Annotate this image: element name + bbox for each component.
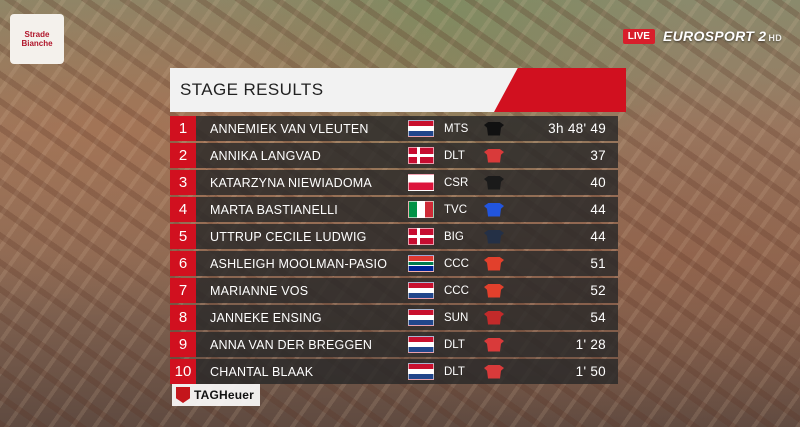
finish-time: 3h 48' 49 (548, 121, 606, 136)
result-row: 7 MARIANNE VOS CCC 52 (170, 278, 618, 303)
race-logo-text: Strade Bianche (21, 30, 53, 48)
panel-header: STAGE RESULTS (170, 68, 626, 112)
rank-badge: 10 (170, 359, 196, 384)
finish-time: 44 (590, 229, 606, 244)
result-row: 5 UTTRUP CECILE LUDWIG BIG 44 (170, 224, 618, 249)
team-jersey-icon (484, 256, 504, 271)
team-code: DLT (444, 338, 465, 351)
team-jersey-icon (484, 202, 504, 217)
rank-badge: 8 (170, 305, 196, 330)
team-code: MTS (444, 122, 469, 135)
country-flag-icon (408, 147, 434, 164)
result-row: 2 ANNIKA LANGVAD DLT 37 (170, 143, 618, 168)
rider-name: KATARZYNA NIEWIADOMA (210, 175, 372, 190)
rider-name: UTTRUP CECILE LUDWIG (210, 229, 367, 244)
country-flag-icon (408, 201, 434, 218)
finish-time: 54 (590, 310, 606, 325)
rank-badge: 1 (170, 116, 196, 141)
sponsor-logo: TAGHeuer (172, 384, 261, 406)
country-flag-icon (408, 255, 434, 272)
channel-hd: HD (768, 33, 782, 43)
result-row: 3 KATARZYNA NIEWIADOMA CSR 40 (170, 170, 618, 195)
finish-time: 52 (590, 283, 606, 298)
channel-logo: EUROSPORT 2 HD (663, 28, 782, 44)
team-code: CCC (444, 284, 469, 297)
rider-name: JANNEKE ENSING (210, 310, 322, 325)
rider-name: ASHLEIGH MOOLMAN-PASIO (210, 256, 388, 271)
finish-time: 44 (590, 202, 606, 217)
team-code: DLT (444, 365, 465, 378)
finish-time: 40 (590, 175, 606, 190)
result-row: 4 MARTA BASTIANELLI TVC 44 (170, 197, 618, 222)
country-flag-icon (408, 282, 434, 299)
team-code: DLT (444, 149, 465, 162)
team-jersey-icon (484, 229, 504, 244)
result-row: 6 ASHLEIGH MOOLMAN-PASIO CCC 51 (170, 251, 618, 276)
race-logo: Strade Bianche (10, 14, 64, 64)
country-flag-icon (408, 336, 434, 353)
rank-badge: 2 (170, 143, 196, 168)
team-jersey-icon (484, 337, 504, 352)
rank-badge: 9 (170, 332, 196, 357)
rank-badge: 3 (170, 170, 196, 195)
country-flag-icon (408, 228, 434, 245)
team-jersey-icon (484, 121, 504, 136)
live-badge: LIVE (622, 28, 655, 44)
rider-name: CHANTAL BLAAK (210, 364, 314, 379)
rider-name: ANNA VAN DER BREGGEN (210, 337, 373, 352)
rider-name: ANNIKA LANGVAD (210, 148, 321, 163)
team-jersey-icon (484, 364, 504, 379)
header-accent (494, 68, 626, 112)
team-code: SUN (444, 311, 469, 324)
rider-name: MARTA BASTIANELLI (210, 202, 338, 217)
team-jersey-icon (484, 283, 504, 298)
team-jersey-icon (484, 310, 504, 325)
broadcaster-bug: LIVE EUROSPORT 2 HD (622, 28, 782, 44)
team-code: TVC (444, 203, 467, 216)
finish-time: 51 (590, 256, 606, 271)
team-code: BIG (444, 230, 464, 243)
finish-time: 1' 28 (575, 337, 606, 352)
result-row: 1 ANNEMIEK VAN VLEUTEN MTS 3h 48' 49 (170, 116, 618, 141)
finish-time: 37 (590, 148, 606, 163)
result-row: 10 CHANTAL BLAAK DLT 1' 50 (170, 359, 618, 384)
rider-name: ANNEMIEK VAN VLEUTEN (210, 121, 369, 136)
result-row: 8 JANNEKE ENSING SUN 54 (170, 305, 618, 330)
country-flag-icon (408, 120, 434, 137)
channel-name: EUROSPORT 2 (662, 28, 767, 44)
results-list: 1 ANNEMIEK VAN VLEUTEN MTS 3h 48' 49 2 ANNIKA… (170, 116, 618, 384)
result-row: 9 ANNA VAN DER BREGGEN DLT 1' 28 (170, 332, 618, 357)
team-jersey-icon (484, 175, 504, 190)
stage-results-panel: STAGE RESULTS 1 ANNEMIEK VAN VLEUTEN MTS 3h… (170, 68, 626, 386)
rank-badge: 6 (170, 251, 196, 276)
team-jersey-icon (484, 148, 504, 163)
rank-badge: 5 (170, 224, 196, 249)
country-flag-icon (408, 309, 434, 326)
team-code: CCC (444, 257, 469, 270)
rank-badge: 4 (170, 197, 196, 222)
rider-name: MARIANNE VOS (210, 283, 309, 298)
rank-badge: 7 (170, 278, 196, 303)
finish-time: 1' 50 (575, 364, 606, 379)
team-code: CSR (444, 176, 469, 189)
tagheuer-shield-icon (176, 387, 190, 403)
panel-title: STAGE RESULTS (180, 80, 324, 99)
country-flag-icon (408, 363, 434, 380)
sponsor-name: TAGHeuer (194, 388, 255, 402)
country-flag-icon (408, 174, 434, 191)
